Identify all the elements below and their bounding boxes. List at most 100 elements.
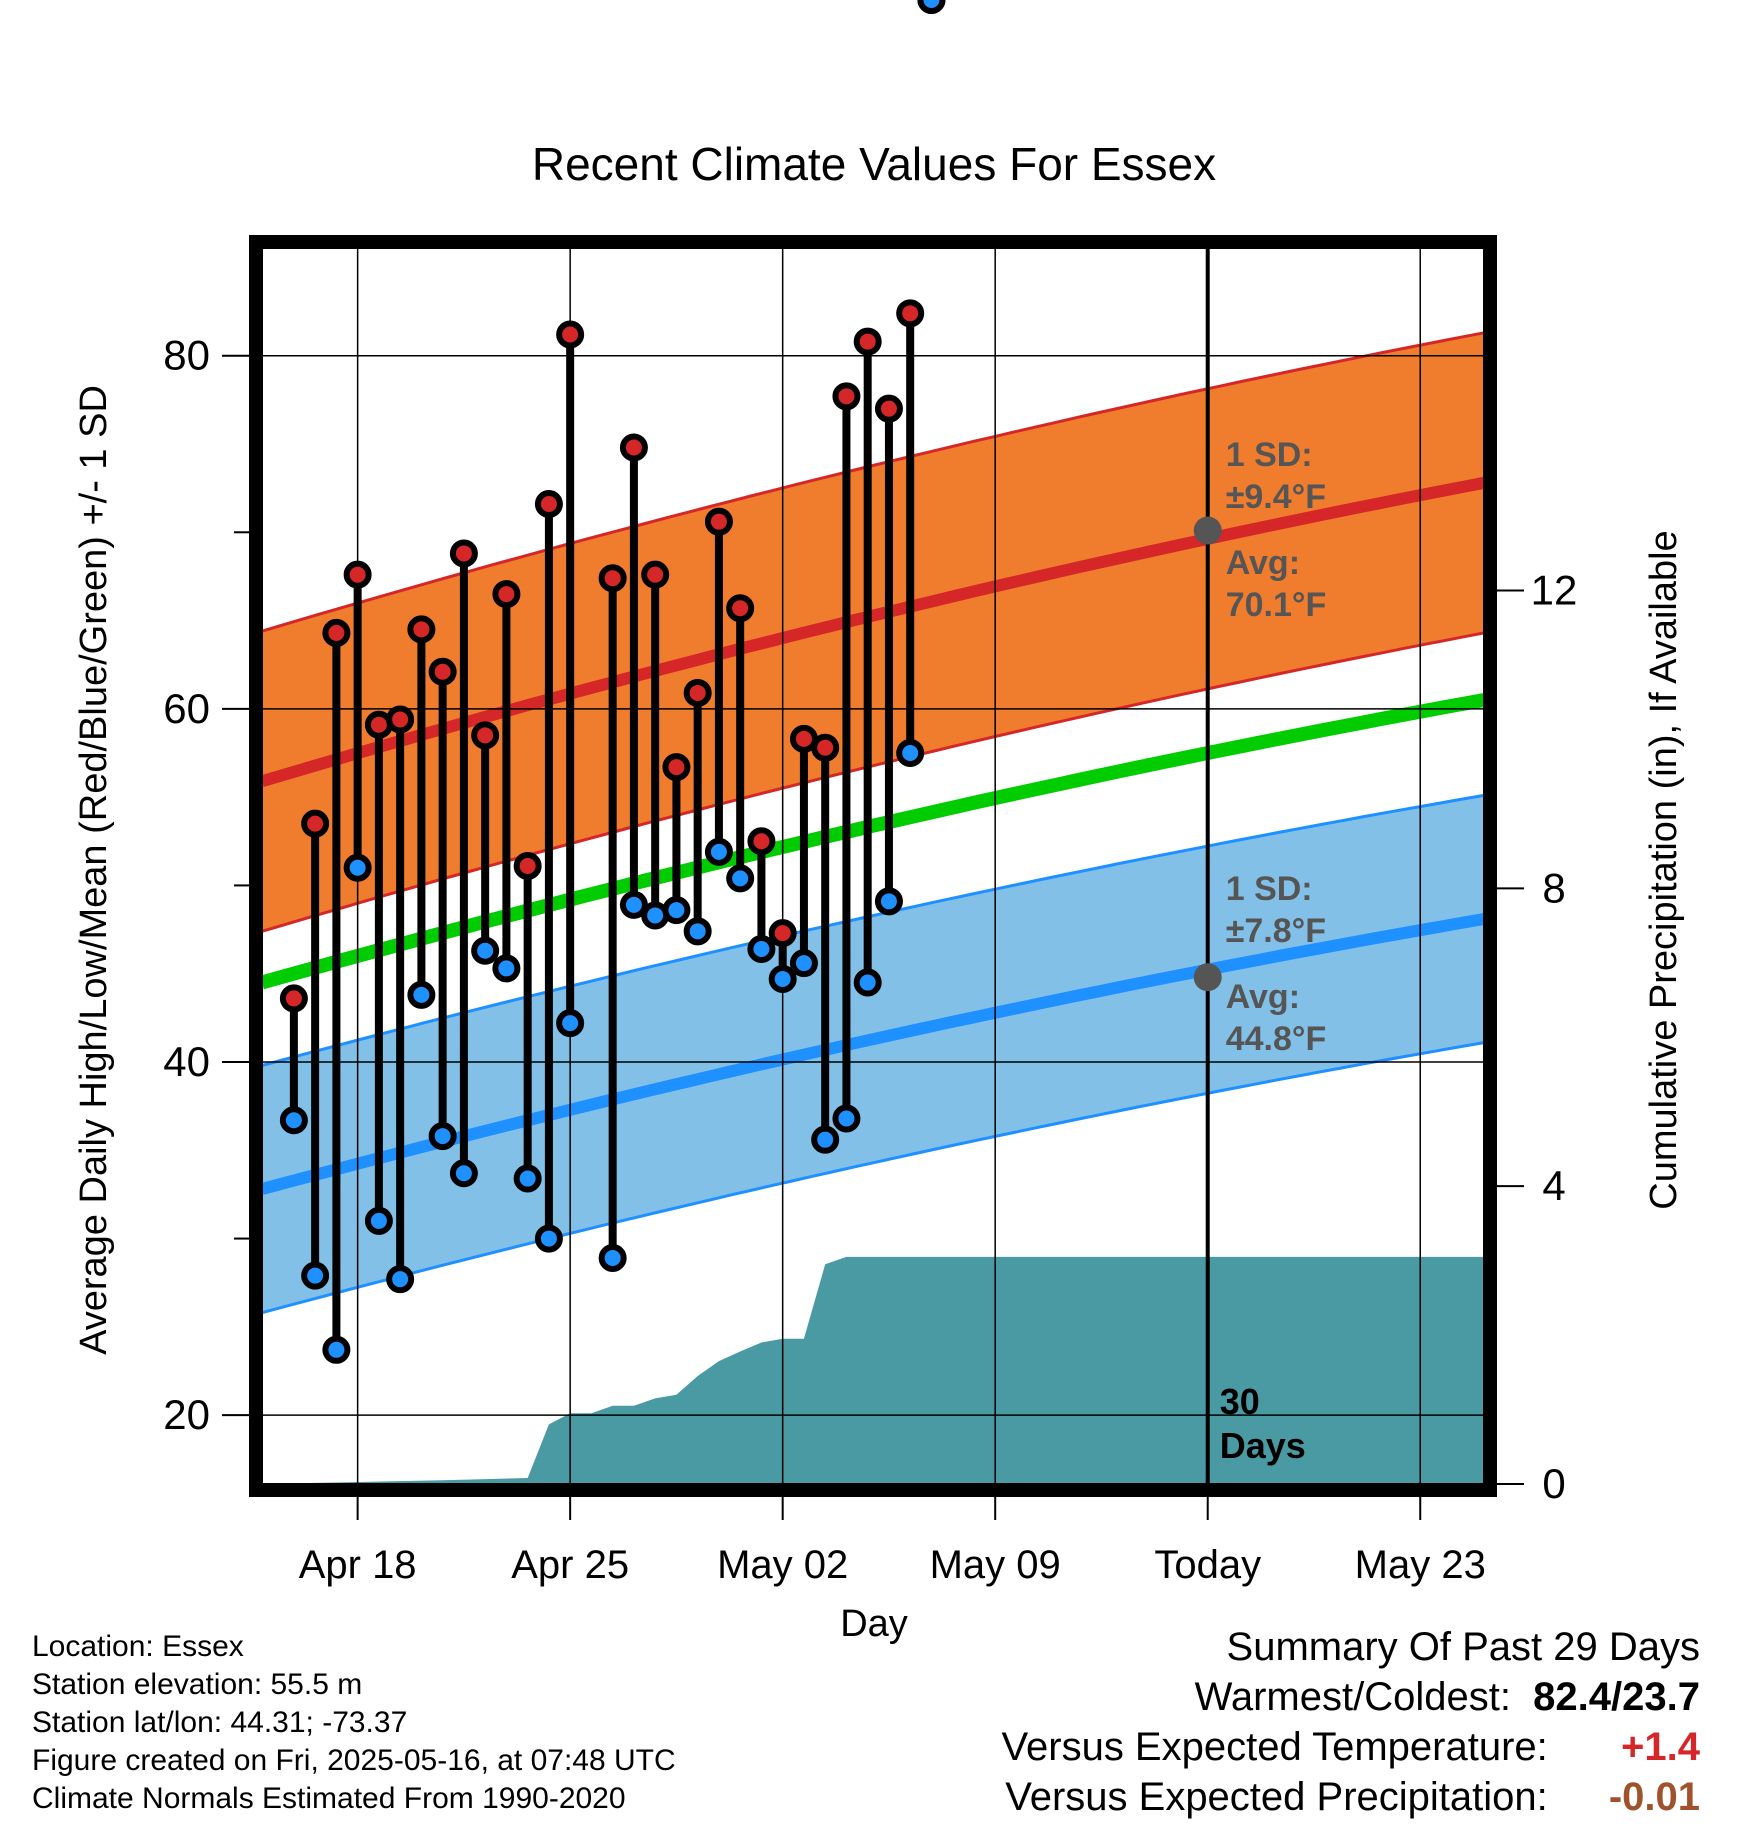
daily-high-point	[704, 507, 733, 536]
daily-low-point	[747, 934, 776, 963]
warm-cold-label: Warmest/Coldest:	[1194, 1675, 1511, 1719]
daily-high-point	[811, 733, 840, 762]
x-tick-label: May 02	[717, 1543, 848, 1587]
daily-low-point	[513, 1164, 542, 1193]
daily-low-point	[662, 896, 691, 925]
x-tick-label: May 09	[930, 1543, 1061, 1587]
daily-high-point	[683, 678, 712, 707]
daily-low-point	[726, 864, 755, 893]
x-tick-label: Apr 25	[511, 1543, 629, 1587]
daily-high-point	[874, 394, 903, 423]
daily-high-point	[832, 382, 861, 411]
low-sd-lower-line	[261, 1041, 1485, 1315]
daily-high-point	[407, 615, 436, 644]
daily-low-point	[449, 1159, 478, 1188]
daily-low-point	[683, 917, 712, 946]
station-latlon: Station lat/lon: 44.31; -73.37	[32, 1706, 408, 1739]
daily-high-point	[598, 564, 627, 593]
today-low-normal-marker	[1193, 963, 1222, 992]
daily-high-point	[726, 594, 755, 623]
daily-low-point	[364, 1206, 393, 1235]
y-left-tick-label: 80	[163, 332, 210, 379]
high-sd-label: 1 SD:	[1226, 436, 1313, 474]
x-axis-label: Day	[840, 1603, 908, 1645]
daily-high-point	[619, 433, 648, 462]
daily-high-point	[853, 327, 882, 356]
temp-value: +1.4	[1621, 1725, 1700, 1769]
figure-created: Figure created on Fri, 2025-05-16, at 07…	[32, 1744, 676, 1777]
daily-low-point	[853, 968, 882, 997]
daily-low-point	[619, 890, 648, 919]
daily-low-point	[343, 853, 372, 882]
climate-normals-note: Climate Normals Estimated From 1990-2020	[32, 1782, 626, 1815]
low-avg-value: 44.8°F	[1226, 1020, 1327, 1058]
low-sd-label: 1 SD:	[1226, 870, 1313, 908]
plot-frame	[249, 235, 1497, 1497]
low-avg-label: Avg:	[1226, 978, 1300, 1016]
daily-low-point	[789, 949, 818, 978]
daily-low-point	[598, 1243, 627, 1272]
days-count-number: 30	[1220, 1381, 1260, 1422]
y-right-tick-label: 8	[1542, 864, 1565, 911]
precip-label: Versus Expected Precipitation:	[1005, 1775, 1548, 1819]
daily-low-point	[556, 1009, 585, 1038]
daily-high-point	[343, 560, 372, 589]
daily-low-point	[428, 1122, 457, 1151]
y-left-tick-label: 20	[163, 1391, 210, 1438]
daily-low-point	[386, 1265, 415, 1294]
days-count-label: Days	[1220, 1425, 1306, 1466]
y-left-tick-label: 60	[163, 685, 210, 732]
precip-value: -0.01	[1608, 1775, 1700, 1819]
x-tick-label: May 23	[1355, 1543, 1486, 1587]
station-elevation: Station elevation: 55.5 m	[32, 1668, 363, 1701]
daily-low-point	[322, 1335, 351, 1364]
daily-high-point	[386, 705, 415, 734]
daily-low-point	[301, 1261, 330, 1290]
daily-low-point	[768, 965, 797, 994]
daily-high-point	[449, 539, 478, 568]
station-location: Location: Essex	[32, 1630, 244, 1663]
daily-high-point	[534, 490, 563, 519]
daily-high-point	[556, 320, 585, 349]
daily-high-point	[279, 984, 308, 1013]
daily-high-point	[641, 560, 670, 589]
daily-low-point	[896, 738, 925, 767]
station-info: Location: Essex Station elevation: 55.5 …	[32, 1628, 676, 1818]
daily-low-point	[471, 936, 500, 965]
daily-low-point	[534, 1224, 563, 1253]
high-avg-value: 70.1°F	[1226, 586, 1327, 624]
low-sd-band	[262, 795, 1484, 1313]
high-sd-value: ±9.4°F	[1226, 478, 1326, 516]
plot-area: 1 SD: ±9.4°F Avg: 70.1°F 1 SD: ±7.8°F Avg: 44.8…	[163, 0, 1577, 1587]
chart-title: Recent Climate Values For Essex	[532, 138, 1216, 190]
daily-high-point	[662, 753, 691, 782]
daily-low-point	[917, 0, 946, 14]
daily-low-point	[874, 887, 903, 916]
daily-high-point	[471, 721, 500, 750]
daily-high-point	[513, 852, 542, 880]
y-right-tick-label: 4	[1542, 1162, 1565, 1209]
daily-high-point	[492, 580, 521, 609]
daily-low-point	[407, 980, 436, 1009]
y-axis-right-label: Cumulative Precipitation (in), If Availa…	[1643, 530, 1685, 1209]
daily-low-point	[492, 954, 521, 983]
summary-panel: Summary Of Past 29 Days Warmest/Coldest:…	[1002, 1622, 1700, 1822]
y-right-tick-label: 12	[1531, 567, 1578, 614]
daily-high-point	[428, 657, 457, 686]
high-avg-label: Avg:	[1226, 544, 1300, 582]
y-axis-left-label: Average Daily High/Low/Mean (Red/Blue/Gr…	[73, 385, 115, 1355]
daily-low-point	[279, 1106, 308, 1135]
daily-low-point	[832, 1104, 861, 1133]
daily-low-point	[811, 1125, 840, 1154]
precipitation-area	[262, 1256, 1484, 1484]
daily-high-point	[322, 618, 351, 647]
y-right-tick-label: 0	[1542, 1460, 1565, 1507]
daily-low-point	[704, 837, 733, 866]
summary-warm-cold: Warmest/Coldest: 82.4/23.7	[1002, 1672, 1700, 1722]
daily-high-point	[301, 809, 330, 838]
summary-temp: Versus Expected Temperature: +1.4	[1002, 1722, 1700, 1772]
daily-high-point	[768, 919, 797, 948]
warm-cold-value: 82.4/23.7	[1533, 1675, 1700, 1719]
low-sd-value: ±7.8°F	[1226, 912, 1326, 950]
